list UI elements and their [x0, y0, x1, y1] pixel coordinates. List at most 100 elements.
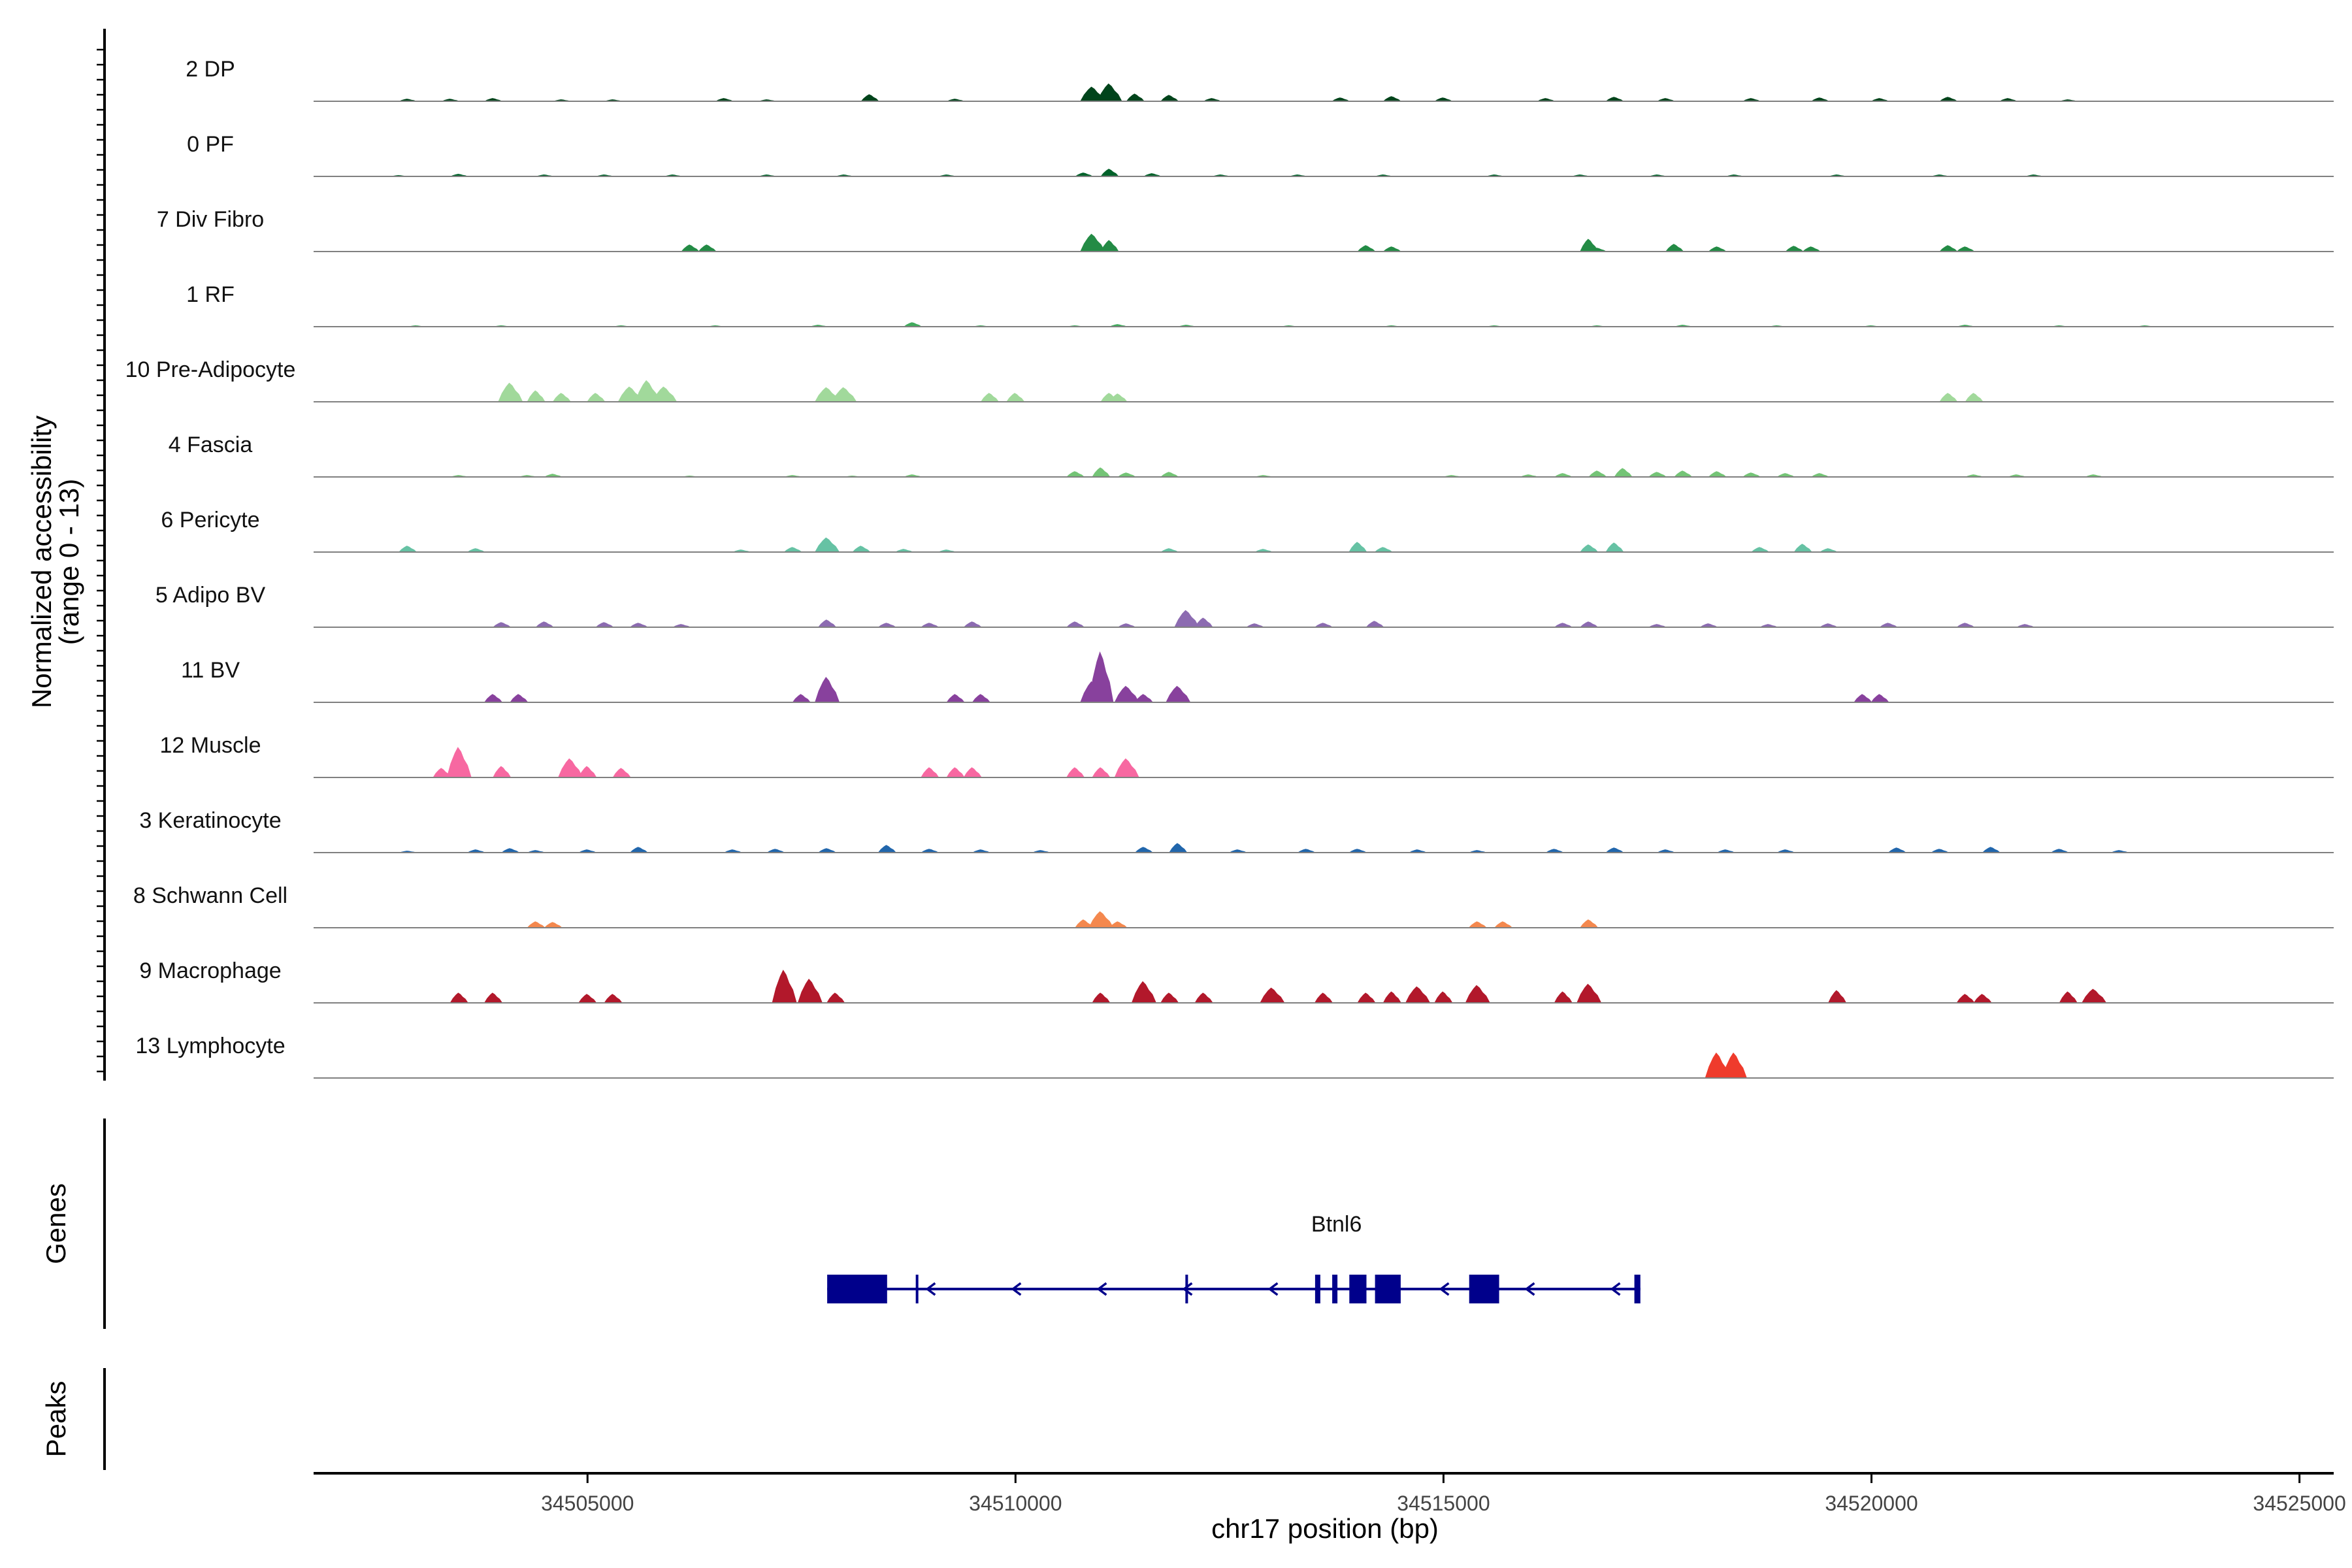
- peak: [1405, 986, 1431, 1003]
- track-11-bv: 11 BV: [181, 651, 2334, 703]
- peak: [1254, 549, 1273, 552]
- gene-exon: [827, 1275, 887, 1303]
- track-5-adipo-bv: 5 Adipo BV: [155, 583, 2334, 628]
- peak: [1109, 921, 1128, 928]
- peak: [815, 387, 840, 402]
- strand-arrow-icon: [1267, 1282, 1279, 1296]
- peak: [1605, 97, 1624, 101]
- peak: [1722, 1053, 1747, 1078]
- x-tick-label: 34505000: [541, 1492, 634, 1515]
- x-axis: 34505000 34510000 34515000 34520000 34525000: [314, 1472, 2346, 1515]
- peak: [1114, 685, 1139, 702]
- peak: [1066, 621, 1085, 627]
- peak: [1075, 919, 1094, 928]
- peak: [672, 624, 691, 627]
- peak: [1802, 246, 1821, 252]
- peak: [1315, 623, 1333, 627]
- peak: [1828, 990, 1847, 1003]
- peak: [860, 94, 879, 101]
- peak: [1468, 921, 1487, 928]
- peak: [904, 322, 923, 327]
- peak: [1131, 981, 1156, 1003]
- peak: [1854, 694, 1872, 702]
- peak: [578, 849, 597, 853]
- peak: [963, 767, 982, 777]
- peak: [1776, 473, 1795, 477]
- peak: [652, 386, 678, 402]
- strand-arrow-icon: [1096, 1282, 1107, 1296]
- peak: [484, 992, 503, 1003]
- strand-arrow-icon: [1182, 1282, 1193, 1296]
- strand-arrow-icon: [1610, 1282, 1621, 1296]
- track-label: 13 Lymphocyte: [135, 1034, 285, 1058]
- peak: [1229, 849, 1247, 853]
- peak: [1117, 472, 1136, 477]
- peak: [493, 766, 512, 777]
- peak: [1374, 547, 1393, 552]
- peak: [1580, 544, 1599, 552]
- peak: [1382, 96, 1401, 101]
- x-tick-label: 34525000: [2253, 1492, 2345, 1515]
- peak: [604, 994, 623, 1003]
- peak: [818, 619, 837, 627]
- peak: [1973, 994, 1992, 1003]
- peak: [1545, 849, 1564, 853]
- track-label: 3 Keratinocyte: [139, 808, 281, 833]
- peak: [1820, 548, 1838, 552]
- peak: [1174, 610, 1200, 627]
- peak: [1409, 849, 1428, 853]
- peak: [1465, 985, 1490, 1003]
- track-12-muscle: 12 Muscle: [160, 733, 2334, 778]
- peak: [1331, 97, 1350, 101]
- gene-exon: [1349, 1275, 1367, 1303]
- peak: [1931, 849, 1950, 853]
- peak: [484, 694, 503, 702]
- x-tick-label: 34520000: [1825, 1492, 1918, 1515]
- peak: [772, 970, 797, 1003]
- peak: [1605, 542, 1624, 552]
- peak: [1699, 623, 1718, 627]
- peak: [433, 768, 451, 777]
- peak: [972, 694, 990, 702]
- peak: [766, 849, 785, 853]
- peak: [1382, 246, 1401, 252]
- peak: [466, 548, 485, 552]
- track-label: 10 Pre-Adipocyte: [125, 357, 296, 382]
- peak: [1100, 240, 1119, 252]
- peak: [1576, 983, 1602, 1003]
- peak: [1066, 767, 1085, 777]
- peak: [2016, 624, 2035, 627]
- peak: [552, 393, 571, 402]
- x-tick-label: 34510000: [969, 1492, 1062, 1515]
- peak: [1348, 849, 1367, 853]
- peak: [484, 98, 503, 101]
- peak: [1554, 473, 1573, 477]
- peak: [921, 849, 939, 853]
- peak: [1357, 245, 1376, 252]
- peak: [972, 849, 990, 853]
- peak: [558, 758, 583, 777]
- peak: [1742, 98, 1761, 101]
- peak: [629, 623, 648, 627]
- peak: [1203, 98, 1222, 101]
- peak: [1434, 991, 1453, 1003]
- peak: [1776, 849, 1795, 853]
- x-tick-label: 34515000: [1397, 1492, 1490, 1515]
- peak: [1143, 173, 1162, 176]
- peak: [1554, 623, 1573, 627]
- peak: [1109, 393, 1128, 402]
- peak: [1117, 623, 1136, 627]
- peak: [815, 677, 840, 702]
- peak: [446, 747, 472, 777]
- peak: [1810, 473, 1829, 477]
- peak: [587, 393, 606, 402]
- peak: [527, 921, 546, 928]
- peak: [498, 382, 523, 402]
- track-label: 5 Adipo BV: [155, 583, 266, 608]
- peak: [1100, 169, 1119, 176]
- peak: [1160, 992, 1179, 1003]
- accessibility-y-axis: [97, 29, 106, 1081]
- peak: [981, 393, 999, 402]
- peak: [1097, 83, 1122, 101]
